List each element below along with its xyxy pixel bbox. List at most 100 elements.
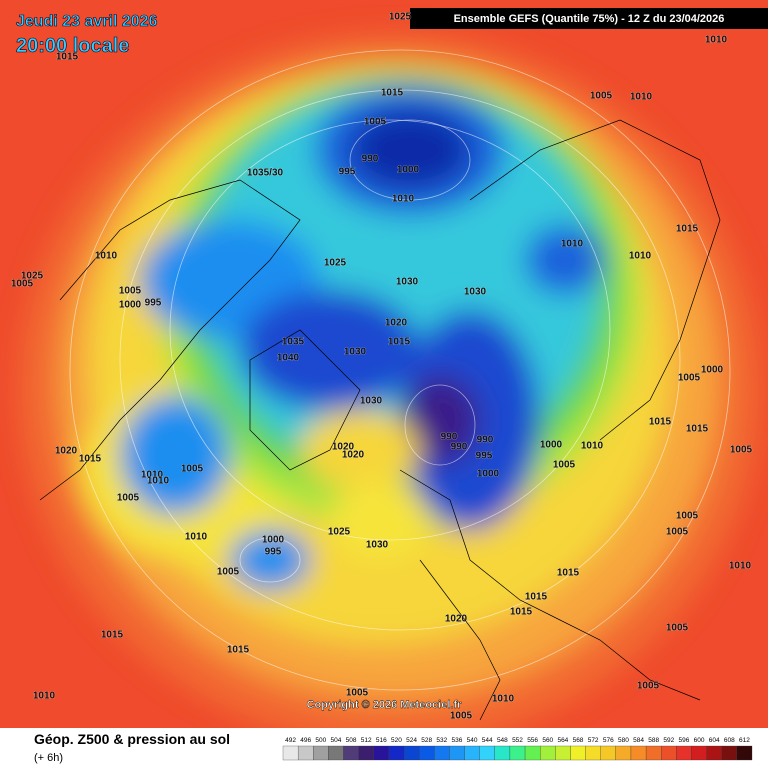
scale-swatch xyxy=(540,745,556,761)
scale-swatch xyxy=(403,745,420,761)
scale-swatch xyxy=(434,745,450,761)
model-title: Ensemble GEFS (Quantile 75%) - 12 Z du 2… xyxy=(454,13,725,25)
isobar-label: 1015 xyxy=(101,630,124,641)
scale-label: 564 xyxy=(557,737,568,744)
scale-swatch xyxy=(661,745,677,761)
isobar-label: 1000 xyxy=(119,300,142,311)
isobar-label: 1005 xyxy=(119,286,142,297)
isobar-label: 1000 xyxy=(397,165,420,176)
scale-swatch xyxy=(676,745,692,761)
isobar-label: 1040 xyxy=(277,353,300,364)
date: Jeudi 23 avril 2026 xyxy=(16,13,158,30)
isobar-label: 1005 xyxy=(678,373,701,384)
scale-label: 584 xyxy=(633,737,644,744)
isobar-label: 1005 xyxy=(181,464,204,475)
scale-swatch xyxy=(570,745,586,761)
scale-label: 608 xyxy=(724,737,735,744)
isobar-label: 1020 xyxy=(332,442,355,453)
isobar-label: 1010 xyxy=(95,251,118,262)
isobar-label: 1015 xyxy=(381,88,404,99)
scale-label: 568 xyxy=(573,737,584,744)
scale-label: 612 xyxy=(739,737,750,744)
isobar-label: 1015 xyxy=(56,52,79,63)
isobar-label: 1025 xyxy=(324,258,347,269)
scale-label: 572 xyxy=(588,737,599,744)
scale-swatch xyxy=(509,745,526,761)
isobar-label: 1000 xyxy=(701,365,724,376)
footer-subtitle: (+ 6h) xyxy=(34,752,63,764)
isobar-label: 1005 xyxy=(676,511,699,522)
scale-label: 552 xyxy=(512,737,523,744)
model-banner xyxy=(410,8,768,29)
scale-swatch xyxy=(736,745,753,761)
copyright: Copyright © 2026 Meteociel.fr xyxy=(307,699,463,711)
scale-label: 592 xyxy=(663,737,674,744)
scale-label: 504 xyxy=(331,737,342,744)
isobar-label: 1025 xyxy=(21,271,44,282)
isobar-label: 1010 xyxy=(141,470,164,481)
isobar-label: 1005 xyxy=(637,681,660,692)
scale-swatch xyxy=(645,745,662,761)
scale-swatch xyxy=(691,745,707,761)
isobar-label: 1025 xyxy=(328,527,351,538)
scale-swatch xyxy=(706,745,722,761)
isobar-label: 1010 xyxy=(492,694,515,705)
isobar-label: 1005 xyxy=(346,688,369,699)
scale-swatch xyxy=(494,745,511,761)
isobar-label: 1005 xyxy=(11,279,34,290)
scale-swatch xyxy=(555,745,571,761)
isobar-label: 1010 xyxy=(630,92,653,103)
isobar-label: 1015 xyxy=(686,424,709,435)
isobar-label: 1025 xyxy=(389,12,412,23)
coastlines xyxy=(39,119,721,721)
scale-swatch xyxy=(358,745,374,761)
scale-swatch xyxy=(388,745,405,761)
isobar-label: 1020 xyxy=(55,446,78,457)
isobar-label: 990 xyxy=(451,442,468,453)
scale-swatch xyxy=(600,745,616,761)
isobar-label: 1030 xyxy=(344,347,367,358)
isobar-label: 1005 xyxy=(730,445,753,456)
isobar-label: 990 xyxy=(477,435,494,446)
footer-title: Géop. Z500 & pression au sol xyxy=(34,731,230,747)
scale-label: 576 xyxy=(603,737,614,744)
isobar-label: 1010 xyxy=(33,691,56,702)
scale-label: 532 xyxy=(436,737,447,744)
scale-swatch xyxy=(630,745,647,761)
scale-label: 512 xyxy=(361,737,372,744)
isobar-label: 1005 xyxy=(590,91,613,102)
isobar-label: 1015 xyxy=(227,645,250,656)
isobar-label: 1005 xyxy=(666,527,689,538)
isobar-label: 1020 xyxy=(342,450,365,461)
isobar-label: 1010 xyxy=(185,532,208,543)
scale-label: 540 xyxy=(467,737,478,744)
isobar-label: 1000 xyxy=(262,535,285,546)
isobar-label: 1005 xyxy=(364,117,387,128)
scale-label: 588 xyxy=(648,737,659,744)
scale-label: 516 xyxy=(376,737,387,744)
isobar-label: 1010 xyxy=(629,251,652,262)
isobar-label: 1015 xyxy=(79,454,102,465)
scale-label: 548 xyxy=(497,737,508,744)
scale-swatch xyxy=(585,745,601,761)
isobar-label: 1010 xyxy=(729,561,752,572)
isobar-label: 1010 xyxy=(392,194,415,205)
scale-swatch xyxy=(282,745,299,761)
isobar-label: 1030 xyxy=(360,396,383,407)
isobar-label: 1035/30 xyxy=(247,168,284,179)
isobar-label: 1020 xyxy=(385,318,408,329)
isobar-label: 1030 xyxy=(366,540,389,551)
scale-label: 560 xyxy=(542,737,553,744)
scale-swatch xyxy=(313,745,329,761)
isobar-label: 995 xyxy=(476,451,493,462)
isobar-label: 1015 xyxy=(525,592,548,603)
isobar-label: 1030 xyxy=(464,287,487,298)
isobar-label: 1010 xyxy=(147,476,170,487)
scale-swatch xyxy=(464,745,480,761)
scale-label: 544 xyxy=(482,737,493,744)
isobar-label: 995 xyxy=(145,298,162,309)
isobar-label: 990 xyxy=(441,432,458,443)
scale-swatch xyxy=(524,745,541,761)
